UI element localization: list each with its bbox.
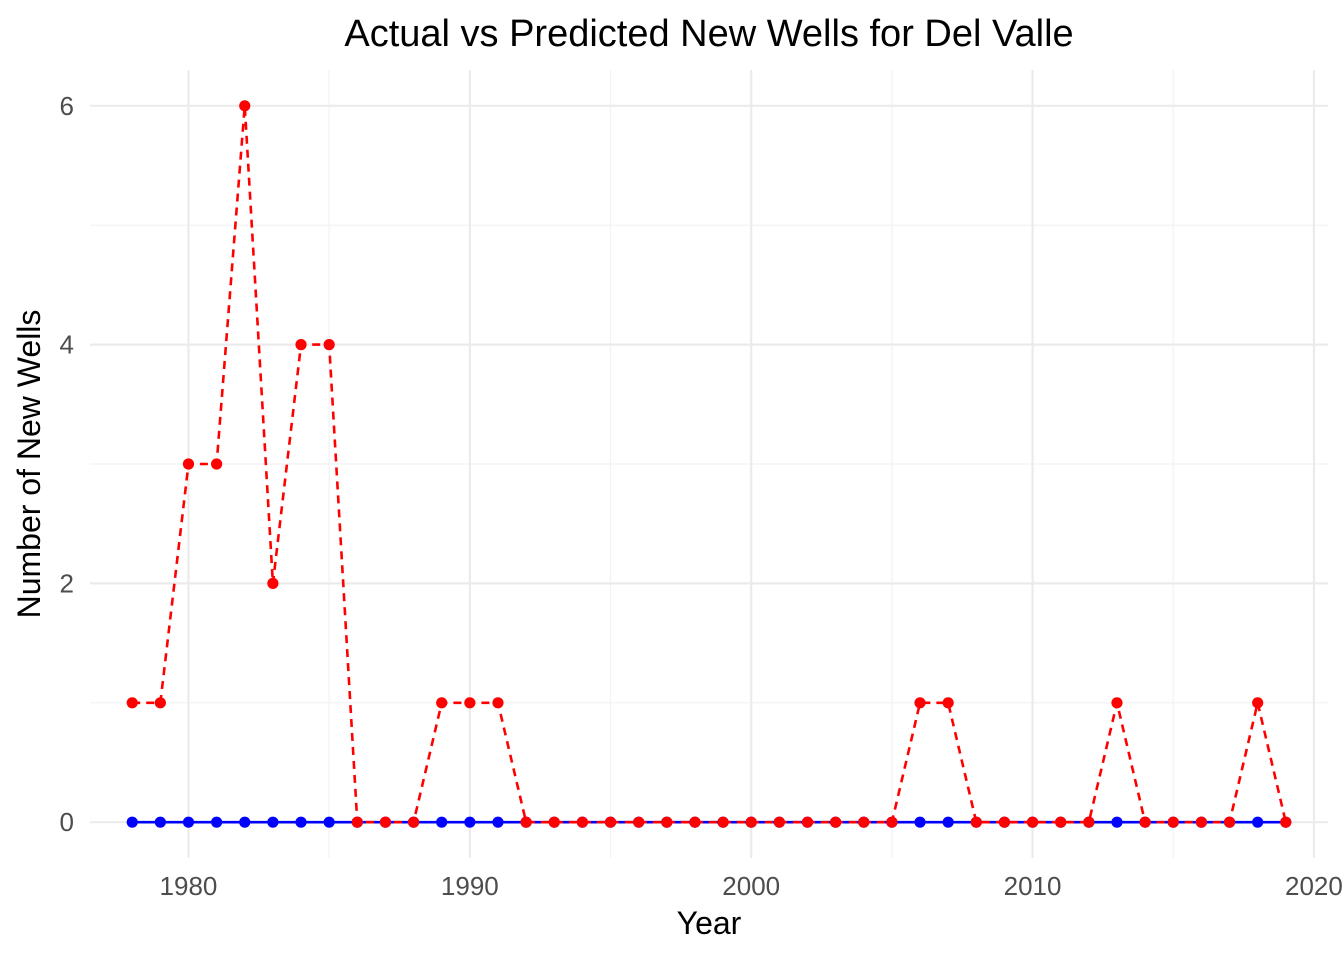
data-point — [548, 816, 560, 828]
data-point — [182, 458, 195, 470]
data-point — [1111, 816, 1123, 828]
series-red — [126, 100, 1292, 828]
data-point — [379, 816, 392, 828]
data-point — [436, 697, 448, 709]
x-axis-title: Year — [677, 905, 742, 941]
data-point — [239, 100, 251, 112]
data-point — [464, 697, 476, 709]
data-point — [1055, 816, 1067, 828]
data-point — [1111, 697, 1123, 709]
data-point — [295, 339, 307, 351]
data-point — [154, 697, 166, 709]
data-point — [1167, 816, 1179, 828]
data-point — [407, 816, 420, 828]
data-point — [492, 697, 504, 709]
y-tick-label: 4 — [60, 330, 74, 360]
data-point — [998, 816, 1011, 828]
data-point — [858, 816, 870, 828]
data-point — [154, 816, 166, 828]
data-point — [295, 816, 307, 828]
data-point — [886, 816, 898, 828]
data-point — [211, 816, 223, 828]
data-point — [1195, 816, 1207, 828]
data-point — [1139, 816, 1151, 828]
data-point — [239, 816, 251, 828]
data-point — [717, 816, 729, 828]
data-point — [436, 816, 448, 828]
data-point — [942, 697, 954, 709]
data-point — [914, 697, 926, 709]
y-axis-title: Number of New Wells — [11, 310, 47, 619]
data-point — [323, 339, 335, 351]
data-point — [211, 458, 223, 470]
data-point — [351, 816, 363, 828]
data-point — [801, 816, 814, 828]
data-point — [689, 816, 701, 828]
y-tick-label: 6 — [60, 91, 74, 121]
data-point — [464, 816, 476, 828]
data-point — [267, 816, 279, 828]
grid-layer — [90, 70, 1328, 858]
data-point — [126, 697, 138, 709]
data-point — [942, 816, 954, 828]
data-point — [323, 816, 335, 828]
x-tick-label: 2000 — [722, 871, 780, 901]
data-point — [267, 577, 279, 589]
data-point — [970, 816, 982, 828]
data-point — [182, 816, 195, 828]
data-point — [745, 816, 757, 828]
data-point — [126, 816, 138, 828]
data-point — [1026, 816, 1039, 828]
series-line — [132, 104, 1288, 824]
y-tick-label: 0 — [60, 807, 74, 837]
data-point — [830, 816, 842, 828]
x-tick-label: 2010 — [1004, 871, 1062, 901]
data-point — [633, 816, 645, 828]
data-point — [1223, 816, 1236, 828]
data-point — [661, 816, 673, 828]
data-point — [1252, 697, 1264, 709]
x-tick-label: 1980 — [160, 871, 218, 901]
data-point — [1083, 816, 1095, 828]
data-point — [1280, 816, 1292, 828]
x-tick-label: 2020 — [1285, 871, 1343, 901]
data-point — [576, 816, 588, 828]
y-tick-label: 2 — [60, 568, 74, 598]
data-point — [520, 816, 532, 828]
data-point — [773, 816, 785, 828]
data-point — [604, 816, 617, 828]
x-tick-label: 1990 — [441, 871, 499, 901]
data-point — [914, 816, 926, 828]
data-point — [492, 816, 504, 828]
series-layer — [126, 100, 1292, 828]
chart-title: Actual vs Predicted New Wells for Del Va… — [344, 13, 1073, 55]
data-point — [1252, 816, 1264, 828]
tick-label-layer: 1980 1990 2000 2010 2020 0 2 4 6 — [60, 91, 1343, 901]
